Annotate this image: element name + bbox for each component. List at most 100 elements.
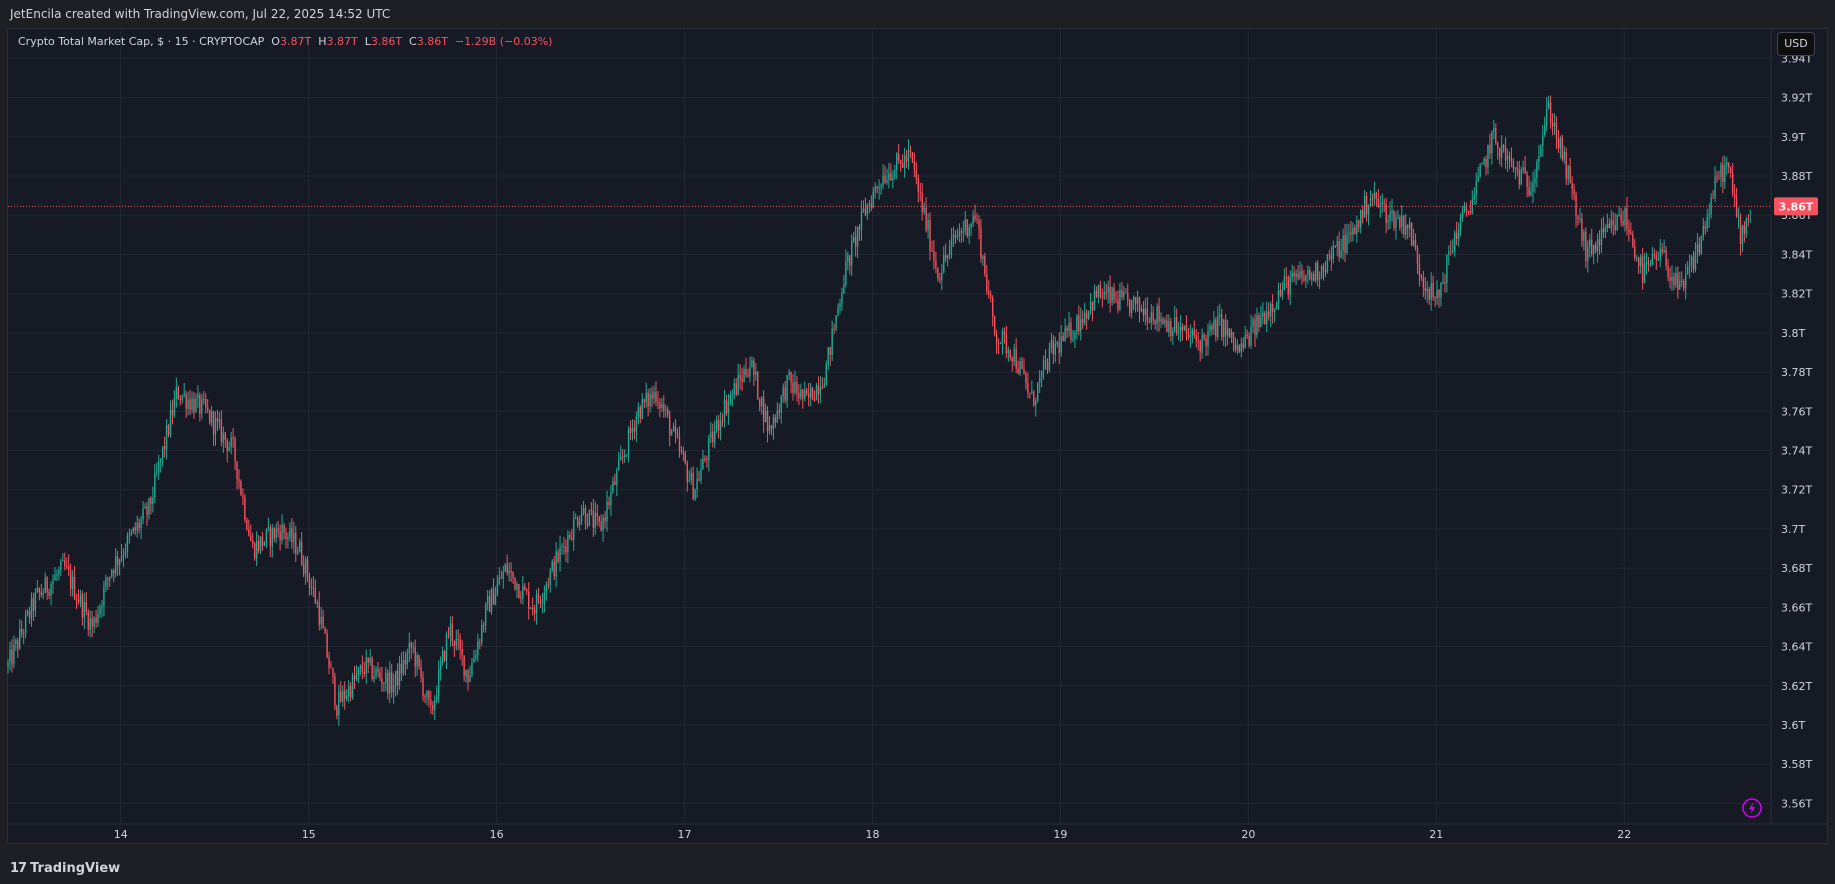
candle bbox=[831, 320, 833, 362]
candle bbox=[1712, 190, 1714, 199]
candle bbox=[281, 514, 283, 545]
candle bbox=[1254, 313, 1256, 347]
price-axis[interactable]: 3.94T3.92T3.9T3.88T3.86T3.84T3.82T3.8T3.… bbox=[1774, 52, 1818, 810]
candle-body bbox=[118, 559, 121, 565]
candle bbox=[1418, 254, 1421, 287]
candle-body bbox=[966, 219, 968, 236]
candle-body bbox=[712, 432, 714, 443]
candle bbox=[13, 635, 15, 669]
candle-body bbox=[1673, 276, 1675, 286]
candle bbox=[1726, 157, 1728, 175]
candle-body bbox=[336, 706, 338, 716]
candle bbox=[1103, 281, 1105, 301]
candle-body bbox=[48, 591, 50, 596]
candle bbox=[1667, 259, 1669, 282]
candle-body bbox=[1567, 166, 1569, 180]
candle bbox=[257, 535, 260, 554]
time-axis[interactable]: 14 15 16 17 18 19 20 21 22 bbox=[114, 828, 1631, 841]
candle bbox=[1414, 233, 1417, 251]
candle bbox=[312, 576, 315, 597]
candle-body bbox=[1487, 144, 1489, 168]
candle-body bbox=[1160, 318, 1162, 322]
candle bbox=[776, 402, 779, 424]
candle bbox=[436, 685, 438, 703]
candle bbox=[917, 174, 919, 203]
candle-body bbox=[1027, 383, 1029, 393]
candle bbox=[113, 568, 115, 583]
candle-body bbox=[228, 446, 230, 451]
candle bbox=[1082, 310, 1084, 329]
candle bbox=[404, 651, 407, 676]
candle-body bbox=[1410, 222, 1413, 246]
chart-pane[interactable] bbox=[7, 28, 1828, 844]
candle bbox=[1050, 333, 1053, 354]
candle-body bbox=[95, 617, 97, 623]
candle bbox=[439, 656, 442, 681]
price-chart[interactable]: 3.94T3.92T3.9T3.88T3.86T3.84T3.82T3.8T3.… bbox=[0, 0, 1835, 850]
candle bbox=[851, 234, 853, 276]
candle-body bbox=[1328, 254, 1331, 256]
candle-body bbox=[876, 186, 878, 189]
candle bbox=[193, 391, 195, 419]
candle-body bbox=[1385, 204, 1387, 223]
tradingview-logo[interactable]: 17 TradingView bbox=[10, 861, 120, 876]
candle-body bbox=[240, 481, 242, 495]
candle bbox=[1452, 239, 1454, 254]
candle bbox=[363, 661, 365, 678]
candle bbox=[602, 514, 604, 542]
candle-body bbox=[731, 394, 734, 396]
candle bbox=[1375, 191, 1378, 207]
candle bbox=[731, 389, 734, 407]
candle-body bbox=[610, 491, 612, 505]
candle-body bbox=[1622, 221, 1624, 226]
candle-body bbox=[396, 670, 399, 686]
candle-body bbox=[58, 570, 60, 575]
candle bbox=[1350, 221, 1352, 243]
candle-body bbox=[390, 671, 393, 693]
candle-body bbox=[1512, 161, 1515, 169]
candle-body bbox=[1632, 234, 1634, 247]
candle bbox=[1645, 252, 1648, 275]
candle-body bbox=[1144, 308, 1147, 316]
candle bbox=[667, 406, 669, 419]
candle bbox=[142, 501, 144, 525]
candle-body bbox=[888, 173, 890, 180]
candle-body bbox=[903, 155, 906, 168]
candle-body bbox=[702, 457, 704, 470]
candle-body bbox=[11, 649, 13, 665]
symbol-legend[interactable]: Crypto Total Market Cap, $ · 15 · CRYPTO… bbox=[18, 35, 552, 48]
candle-body bbox=[1038, 377, 1041, 383]
candle bbox=[365, 649, 367, 684]
candle bbox=[641, 393, 643, 420]
candle bbox=[1207, 323, 1209, 356]
candle-body bbox=[582, 507, 585, 514]
candle-body bbox=[1444, 282, 1446, 284]
candle bbox=[1442, 272, 1444, 285]
candle-body bbox=[1589, 239, 1591, 247]
candle-body bbox=[75, 599, 78, 601]
candle-body bbox=[833, 328, 835, 330]
candle-body bbox=[1532, 182, 1534, 192]
candle-body bbox=[1281, 289, 1284, 296]
candle-body bbox=[1279, 290, 1282, 296]
candle bbox=[1193, 320, 1196, 339]
candle-body bbox=[459, 639, 461, 650]
candle-body bbox=[1561, 137, 1564, 160]
lightning-icon[interactable] bbox=[1742, 798, 1762, 818]
currency-button[interactable]: USD bbox=[1777, 32, 1815, 56]
candle bbox=[83, 592, 86, 629]
candle bbox=[1692, 250, 1695, 274]
candle bbox=[60, 558, 62, 577]
candle bbox=[1483, 157, 1485, 166]
candle bbox=[1399, 214, 1401, 231]
candle bbox=[802, 388, 804, 409]
candle-body bbox=[216, 418, 219, 422]
candle bbox=[1318, 271, 1321, 290]
candle-body bbox=[670, 431, 673, 436]
candle bbox=[1248, 332, 1250, 348]
candle-body bbox=[1011, 357, 1013, 362]
candle-body bbox=[1383, 202, 1385, 205]
candle-body bbox=[22, 633, 25, 635]
candle bbox=[888, 162, 890, 189]
candle-body bbox=[919, 191, 921, 193]
